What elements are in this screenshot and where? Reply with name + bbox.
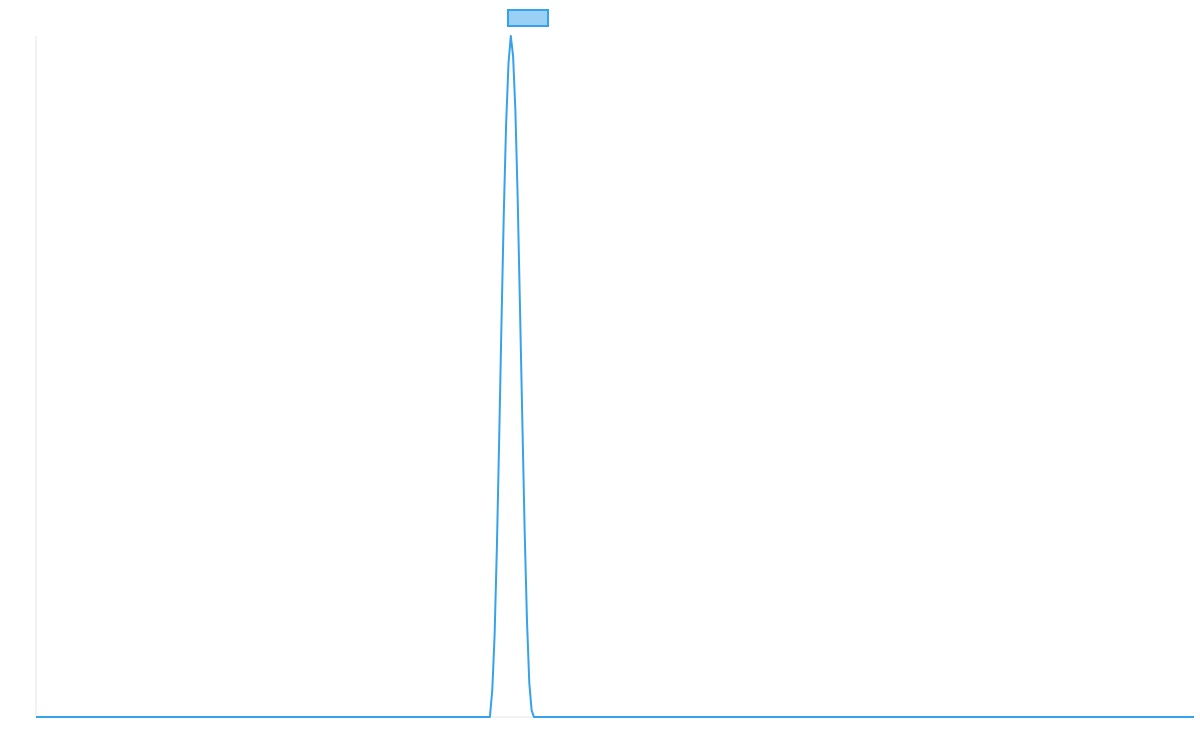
series-layer — [36, 35, 1194, 718]
legend — [507, 9, 549, 27]
legend-swatch-1[interactable] — [507, 9, 549, 27]
series-line-1 — [36, 35, 1194, 718]
